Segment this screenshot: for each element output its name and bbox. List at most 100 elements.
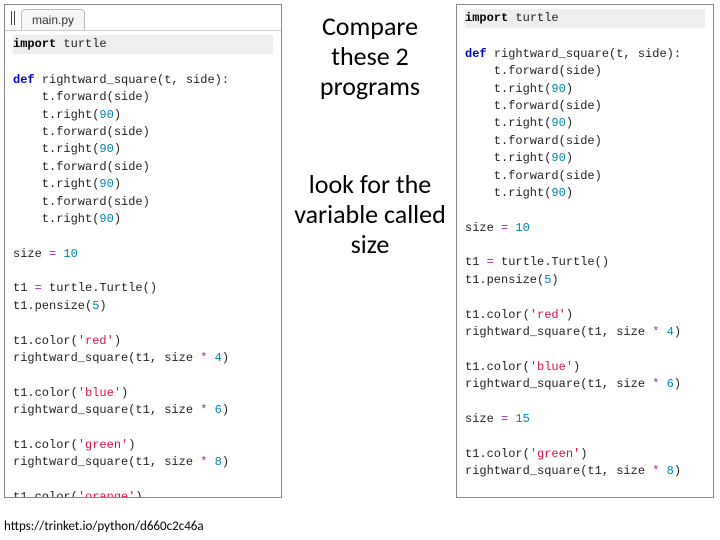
code-line: rightward_square(t1, size * 6) [465, 376, 705, 393]
code-token: 90 [551, 82, 565, 96]
code-token: t.forward(side) [13, 195, 150, 209]
code-token: t.right( [13, 108, 99, 122]
code-token: = [501, 412, 515, 426]
code-token: t1.color( [13, 386, 78, 400]
code-line: t.right(90) [13, 211, 273, 228]
code-token: = [35, 281, 49, 295]
code-line [13, 420, 273, 437]
code-line: rightward_square(t1, size * 4) [465, 324, 705, 341]
code-token: rightward_square(t1, size [13, 403, 200, 417]
code-token: t1.color( [465, 360, 530, 374]
code-line: size = 15 [465, 411, 705, 428]
code-line: size = 10 [13, 246, 273, 263]
code-token: ) [566, 186, 573, 200]
code-line: t1.pensize(5) [13, 298, 273, 315]
code-line: t.forward(side) [465, 133, 705, 150]
code-panel-right: import turtle def rightward_square(t, si… [456, 4, 714, 498]
code-token: ) [114, 142, 121, 156]
code-line [465, 428, 705, 445]
code-line: rightward_square(t1, size * 8) [465, 463, 705, 480]
code-token: 4 [667, 325, 674, 339]
menu-icon[interactable] [11, 11, 15, 25]
code-token: def [13, 73, 42, 87]
code-token: (t, side): [157, 73, 229, 87]
code-token: ) [674, 464, 681, 478]
code-body-right[interactable]: import turtle def rightward_square(t, si… [457, 5, 713, 498]
code-line [465, 289, 705, 306]
code-line: t.forward(side) [465, 63, 705, 80]
code-line [465, 341, 705, 358]
code-line [465, 394, 705, 411]
code-line: t1 = turtle.Turtle() [13, 280, 273, 297]
code-token: ) [128, 438, 135, 452]
code-token: 90 [99, 108, 113, 122]
code-token: 90 [99, 177, 113, 191]
caption-compare: Compare these 2 programs [292, 12, 448, 102]
code-token: ) [551, 273, 558, 287]
code-line: t.right(90) [13, 141, 273, 158]
footer-url[interactable]: https://trinket.io/python/d660c2c46a [4, 519, 204, 534]
code-token: ) [566, 82, 573, 96]
code-token: ) [222, 351, 229, 365]
code-line: size = 10 [465, 220, 705, 237]
code-token: ) [114, 177, 121, 191]
code-token: t1.color( [465, 308, 530, 322]
code-token: turtle.Turtle() [501, 255, 609, 269]
code-token: = [487, 255, 501, 269]
code-token: 8 [215, 455, 222, 469]
code-token: 'red' [78, 334, 114, 348]
code-line: import turtle [465, 9, 705, 28]
code-line: def rightward_square(t, side): [465, 46, 705, 63]
code-token: t1.color( [465, 447, 530, 461]
code-token: ) [222, 403, 229, 417]
code-token: t.right( [465, 82, 551, 96]
code-token: t.right( [13, 212, 99, 226]
code-token: rightward_square(t1, size [465, 325, 652, 339]
code-token: 8 [667, 464, 674, 478]
code-token: 'green' [530, 447, 580, 461]
code-line: rightward_square(t1, size * 8) [13, 454, 273, 471]
code-body-left[interactable]: import turtle def rightward_square(t, si… [5, 31, 281, 498]
code-line: t.forward(side) [465, 98, 705, 115]
code-token: def [465, 47, 494, 61]
code-token: 90 [99, 142, 113, 156]
code-line [13, 228, 273, 245]
code-token: turtle [63, 37, 106, 51]
code-token: 'orange' [78, 490, 136, 498]
code-token: t1 [465, 255, 487, 269]
code-token: ) [566, 116, 573, 130]
code-token: 4 [215, 351, 222, 365]
code-token: * [200, 351, 214, 365]
code-line: t.right(90) [13, 107, 273, 124]
code-token: import [465, 11, 515, 25]
code-token: ) [114, 334, 121, 348]
code-token: ) [99, 299, 106, 313]
code-token: t.right( [465, 116, 551, 130]
code-token: 'red' [530, 308, 566, 322]
code-line: t1.color('orange') [13, 489, 273, 498]
code-token: ) [573, 360, 580, 374]
code-token: t1 [13, 281, 35, 295]
code-token: 90 [99, 212, 113, 226]
code-token: rightward_square(t1, size [13, 455, 200, 469]
tab-main-py[interactable]: main.py [21, 9, 85, 30]
code-line [13, 472, 273, 489]
code-token: size [465, 221, 501, 235]
code-line: t1.color('red') [13, 333, 273, 350]
code-token: import [13, 37, 63, 51]
code-token: ) [114, 108, 121, 122]
code-token: 6 [215, 403, 222, 417]
code-token: size [13, 247, 49, 261]
code-line: t.forward(side) [13, 159, 273, 176]
code-token: t.forward(side) [465, 64, 602, 78]
code-line: t.right(90) [465, 115, 705, 132]
code-token: t.right( [13, 177, 99, 191]
code-token: t.right( [13, 142, 99, 156]
code-token: 10 [515, 221, 529, 235]
code-line [13, 54, 273, 71]
code-token: * [652, 464, 666, 478]
code-token: rightward_square(t1, size [465, 464, 652, 478]
code-token: rightward_square [494, 47, 609, 61]
code-token: t1.color( [13, 438, 78, 452]
code-token: t1.pensize( [465, 273, 544, 287]
